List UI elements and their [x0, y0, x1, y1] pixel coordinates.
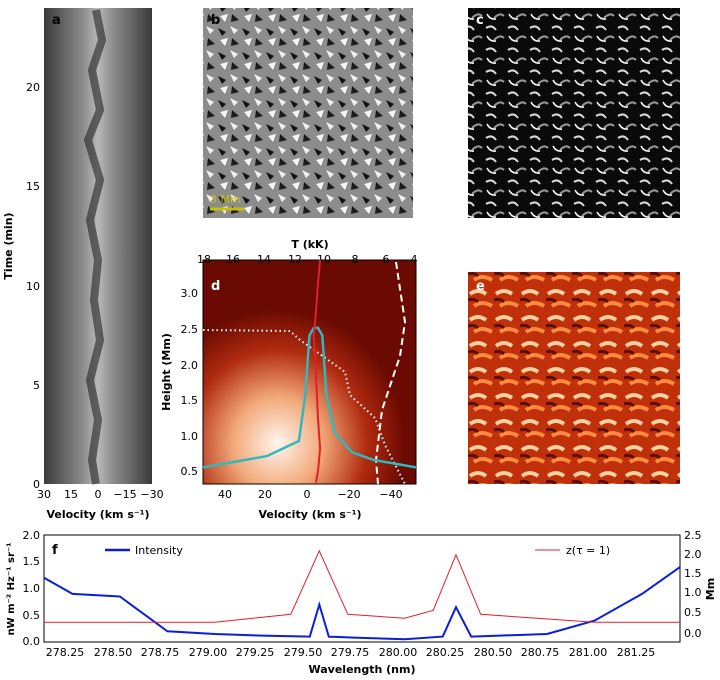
panel-d-topticks: 18 16 14 12 10 8 6 4 — [197, 253, 418, 266]
panel-d-yticks: 0.5 1.0 1.5 2.0 2.5 3.0 — [181, 287, 199, 478]
panel-d-xticks: 40 20 0 −20 −40 — [218, 488, 403, 501]
panel-f-xtick: 279.75 — [331, 646, 370, 659]
panel-d-dotted-curve — [202, 329, 406, 485]
panel-d-xlabel: Velocity (km s⁻¹) — [258, 508, 361, 521]
panel-f-frame — [43, 534, 681, 643]
panel-a-ytick: 0 — [33, 478, 40, 491]
panel-b-scalebar-label: 3 Mm — [210, 193, 241, 206]
panel-d-xtick: −40 — [379, 488, 402, 501]
series-line-d-1 — [312, 259, 322, 483]
series-line-f-1 — [44, 549, 680, 623]
panel-f-yticks-left: 0.0 0.5 1.0 1.5 2.0 — [23, 529, 41, 648]
panel-d-ytick: 0.5 — [181, 465, 199, 478]
panel-c-letter: c — [476, 13, 484, 28]
panel-d-ytick: 1.5 — [181, 394, 199, 407]
panel-d-letter: d — [211, 279, 220, 294]
panel-f-xticks: 278.25 278.50 278.75 279.00 279.25 279.5… — [46, 646, 656, 659]
panel-d-ylabel: Height (Mm) — [160, 333, 173, 411]
panel-f: f 0.0 0.5 1.0 1.5 2.0 0.0 0.5 1.0 1.5 2.… — [6, 529, 717, 676]
panel-a: a 0 5 10 15 20 30 15 0 −15 −30 Time (min… — [2, 8, 164, 521]
panel-a-yticks: 0 5 10 15 20 — [26, 81, 40, 491]
panel-f-xtick: 279.50 — [284, 646, 323, 659]
panel-d-xtick: 40 — [218, 488, 232, 501]
panel-d-ytick: 2.0 — [181, 359, 199, 372]
panel-f-ytick: 1.5 — [23, 555, 41, 568]
panel-d-xtick: 0 — [304, 488, 311, 501]
panel-f-ytick: 0.5 — [23, 609, 41, 622]
panel-a-xtick: 0 — [95, 488, 102, 501]
series-line-d-0 — [202, 326, 417, 469]
panel-b-letter: b — [211, 13, 220, 28]
panel-f-xtick: 279.00 — [189, 646, 228, 659]
panel-b: b 3 Mm — [203, 8, 413, 218]
panel-f-ytick-right: 1.5 — [684, 567, 702, 580]
panel-d-xtick: −20 — [337, 488, 360, 501]
panel-f-xtick: 280.50 — [474, 646, 513, 659]
legend-intensity-label: Intensity — [135, 544, 183, 557]
panel-f-ytick-right: 2.5 — [684, 529, 702, 542]
panel-a-wiggle — [83, 9, 107, 485]
panel-d: d 0.5 1.0 1.5 2.0 2.5 3.0 40 20 0 −20 −4… — [160, 238, 418, 521]
panel-e-letter: e — [476, 279, 485, 294]
panel-a-ytick: 15 — [26, 180, 40, 193]
panel-e-image — [468, 272, 680, 484]
panel-a-ylabel: Time (min) — [2, 212, 15, 279]
panel-d-toptick: 6 — [383, 253, 390, 266]
panel-d-frame — [202, 259, 417, 485]
panel-d-ytick: 2.5 — [181, 323, 199, 336]
panel-f-xtick: 278.25 — [46, 646, 85, 659]
legend-z-label: z(τ = 1) — [566, 544, 610, 557]
panel-d-image — [203, 260, 416, 484]
panel-f-xtick: 281.00 — [569, 646, 608, 659]
panel-f-xtick: 280.25 — [426, 646, 465, 659]
panel-d-toptick: 4 — [411, 253, 418, 266]
panel-d-toptick: 12 — [288, 253, 302, 266]
panel-a-letter: a — [52, 13, 61, 28]
panel-c: c — [468, 8, 680, 218]
panel-a-ytick: 20 — [26, 81, 40, 94]
panel-e: e — [468, 272, 680, 484]
panel-f-xtick: 278.50 — [94, 646, 133, 659]
panel-f-ytick-right: 0.5 — [684, 606, 702, 619]
panel-f-letter: f — [52, 543, 58, 558]
panel-a-ytick: 10 — [26, 280, 40, 293]
panel-a-xlabel: Velocity (km s⁻¹) — [46, 508, 149, 521]
panel-f-xtick: 278.75 — [141, 646, 180, 659]
panel-d-toptick: 18 — [197, 253, 211, 266]
panel-f-ytick-right: 0.0 — [684, 627, 702, 640]
panel-f-ytick: 1.0 — [23, 582, 41, 595]
panel-f-xtick: 281.25 — [617, 646, 656, 659]
panel-f-ytick: 2.0 — [23, 529, 41, 542]
panel-d-toptick: 8 — [352, 253, 359, 266]
panel-b-image — [203, 8, 413, 218]
panel-f-ylabel-right: Mm — [704, 578, 717, 600]
panel-d-ytick: 3.0 — [181, 287, 199, 300]
panel-a-xtick: 15 — [64, 488, 78, 501]
panel-d-xtick: 20 — [258, 488, 272, 501]
panel-d-dashed-curve — [374, 261, 407, 485]
panel-d-ytick: 1.0 — [181, 430, 199, 443]
panel-f-ytick-right: 1.0 — [684, 586, 702, 599]
panel-f-legend: Intensity z(τ = 1) — [105, 544, 610, 557]
panel-c-image — [468, 8, 680, 218]
panel-f-ytick-right: 2.0 — [684, 548, 702, 561]
panel-d-toptick: 16 — [226, 253, 240, 266]
panel-d-toptick: 14 — [257, 253, 271, 266]
panel-a-xtick: −15 — [113, 488, 136, 501]
panel-a-ytick: 5 — [33, 379, 40, 392]
panel-a-xtick: 30 — [37, 488, 51, 501]
panel-a-xtick: −30 — [140, 488, 163, 501]
panel-a-xticks: 30 15 0 −15 −30 — [37, 488, 164, 501]
series-line-f-0 — [43, 566, 681, 641]
panel-f-xtick: 280.00 — [379, 646, 418, 659]
panel-f-yticks-right: 0.0 0.5 1.0 1.5 2.0 2.5 — [684, 529, 702, 640]
panel-f-xlabel: Wavelength (nm) — [309, 663, 416, 676]
panel-f-ytick: 0.0 — [23, 635, 41, 648]
panel-f-xtick: 279.25 — [236, 646, 275, 659]
panel-f-ylabel-left: nW m⁻² Hz⁻¹ sr⁻¹ — [6, 542, 17, 635]
panel-f-xtick: 280.75 — [521, 646, 560, 659]
panel-d-toplabel: T (kK) — [291, 238, 328, 251]
